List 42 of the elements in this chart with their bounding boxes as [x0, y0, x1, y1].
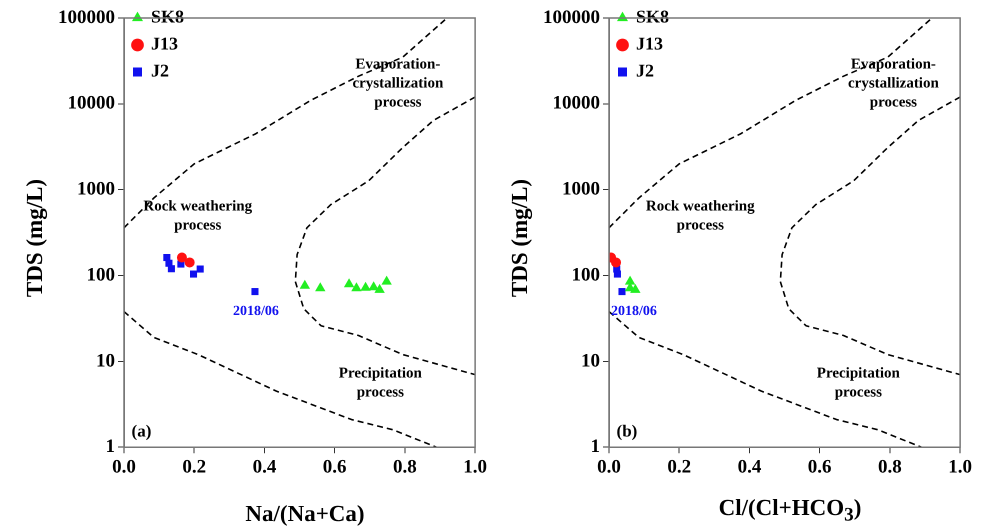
y-tick-label: 10 — [581, 350, 600, 372]
x-tick-label: 0.6 — [322, 456, 347, 478]
annotation: Rock weathering process — [143, 198, 253, 234]
legend-label: J2 — [151, 60, 169, 81]
legend-label: J2 — [636, 60, 654, 81]
annotation: Evaporation-crystallization process — [848, 56, 940, 110]
x-tick-label: 0.0 — [597, 456, 621, 478]
legend-label: J13 — [636, 34, 663, 54]
y-tick-label: 100000 — [543, 6, 600, 28]
annotation: 2018/06 — [232, 304, 279, 320]
legend-label: J13 — [151, 34, 178, 54]
y-tick-label: 100 — [86, 264, 115, 286]
y-axis-title: TDS (mg/L) — [22, 178, 48, 300]
annotation: Evaporation-crystallization process — [352, 56, 444, 110]
annotation: (b) — [616, 422, 638, 441]
x-axis-title: Na/(Na+Ca) — [244, 501, 366, 527]
x-tick-label: 1.0 — [948, 456, 972, 478]
x-tick-label: 0.8 — [878, 456, 902, 478]
x-axis-title: Cl/(Cl+HCO$_{3}$) — [718, 495, 862, 527]
y-axis-title: TDS (mg/L) — [507, 178, 533, 300]
y-tick-label: 10000 — [552, 92, 600, 114]
annotation: 2018/06 — [611, 304, 657, 320]
x-tick-label: 0.4 — [738, 456, 762, 478]
y-tick-label: 1 — [106, 436, 115, 458]
y-tick-label: 100000 — [58, 6, 115, 28]
y-tick-label: 1 — [590, 436, 600, 458]
y-tick-label: 1000 — [562, 178, 600, 200]
x-tick-label: 0.6 — [808, 456, 832, 478]
annotation: (a) — [132, 422, 152, 441]
x-tick-label: 1.0 — [463, 456, 487, 478]
y-tick-label: 100 — [572, 264, 600, 286]
annotation: Rock weathering process — [646, 198, 756, 234]
annotation: Precipitation process — [338, 366, 422, 401]
y-tick-label: 1000 — [77, 178, 115, 200]
x-tick-label: 0.0 — [112, 456, 136, 478]
x-tick-label: 0.4 — [252, 456, 277, 478]
x-tick-label: 0.8 — [393, 456, 417, 478]
x-tick-label: 0.2 — [667, 456, 692, 478]
annotation: Precipitation process — [816, 366, 900, 401]
y-tick-label: 10000 — [68, 92, 115, 114]
y-tick-label: 10 — [96, 350, 115, 372]
x-tick-label: 0.2 — [182, 456, 206, 478]
